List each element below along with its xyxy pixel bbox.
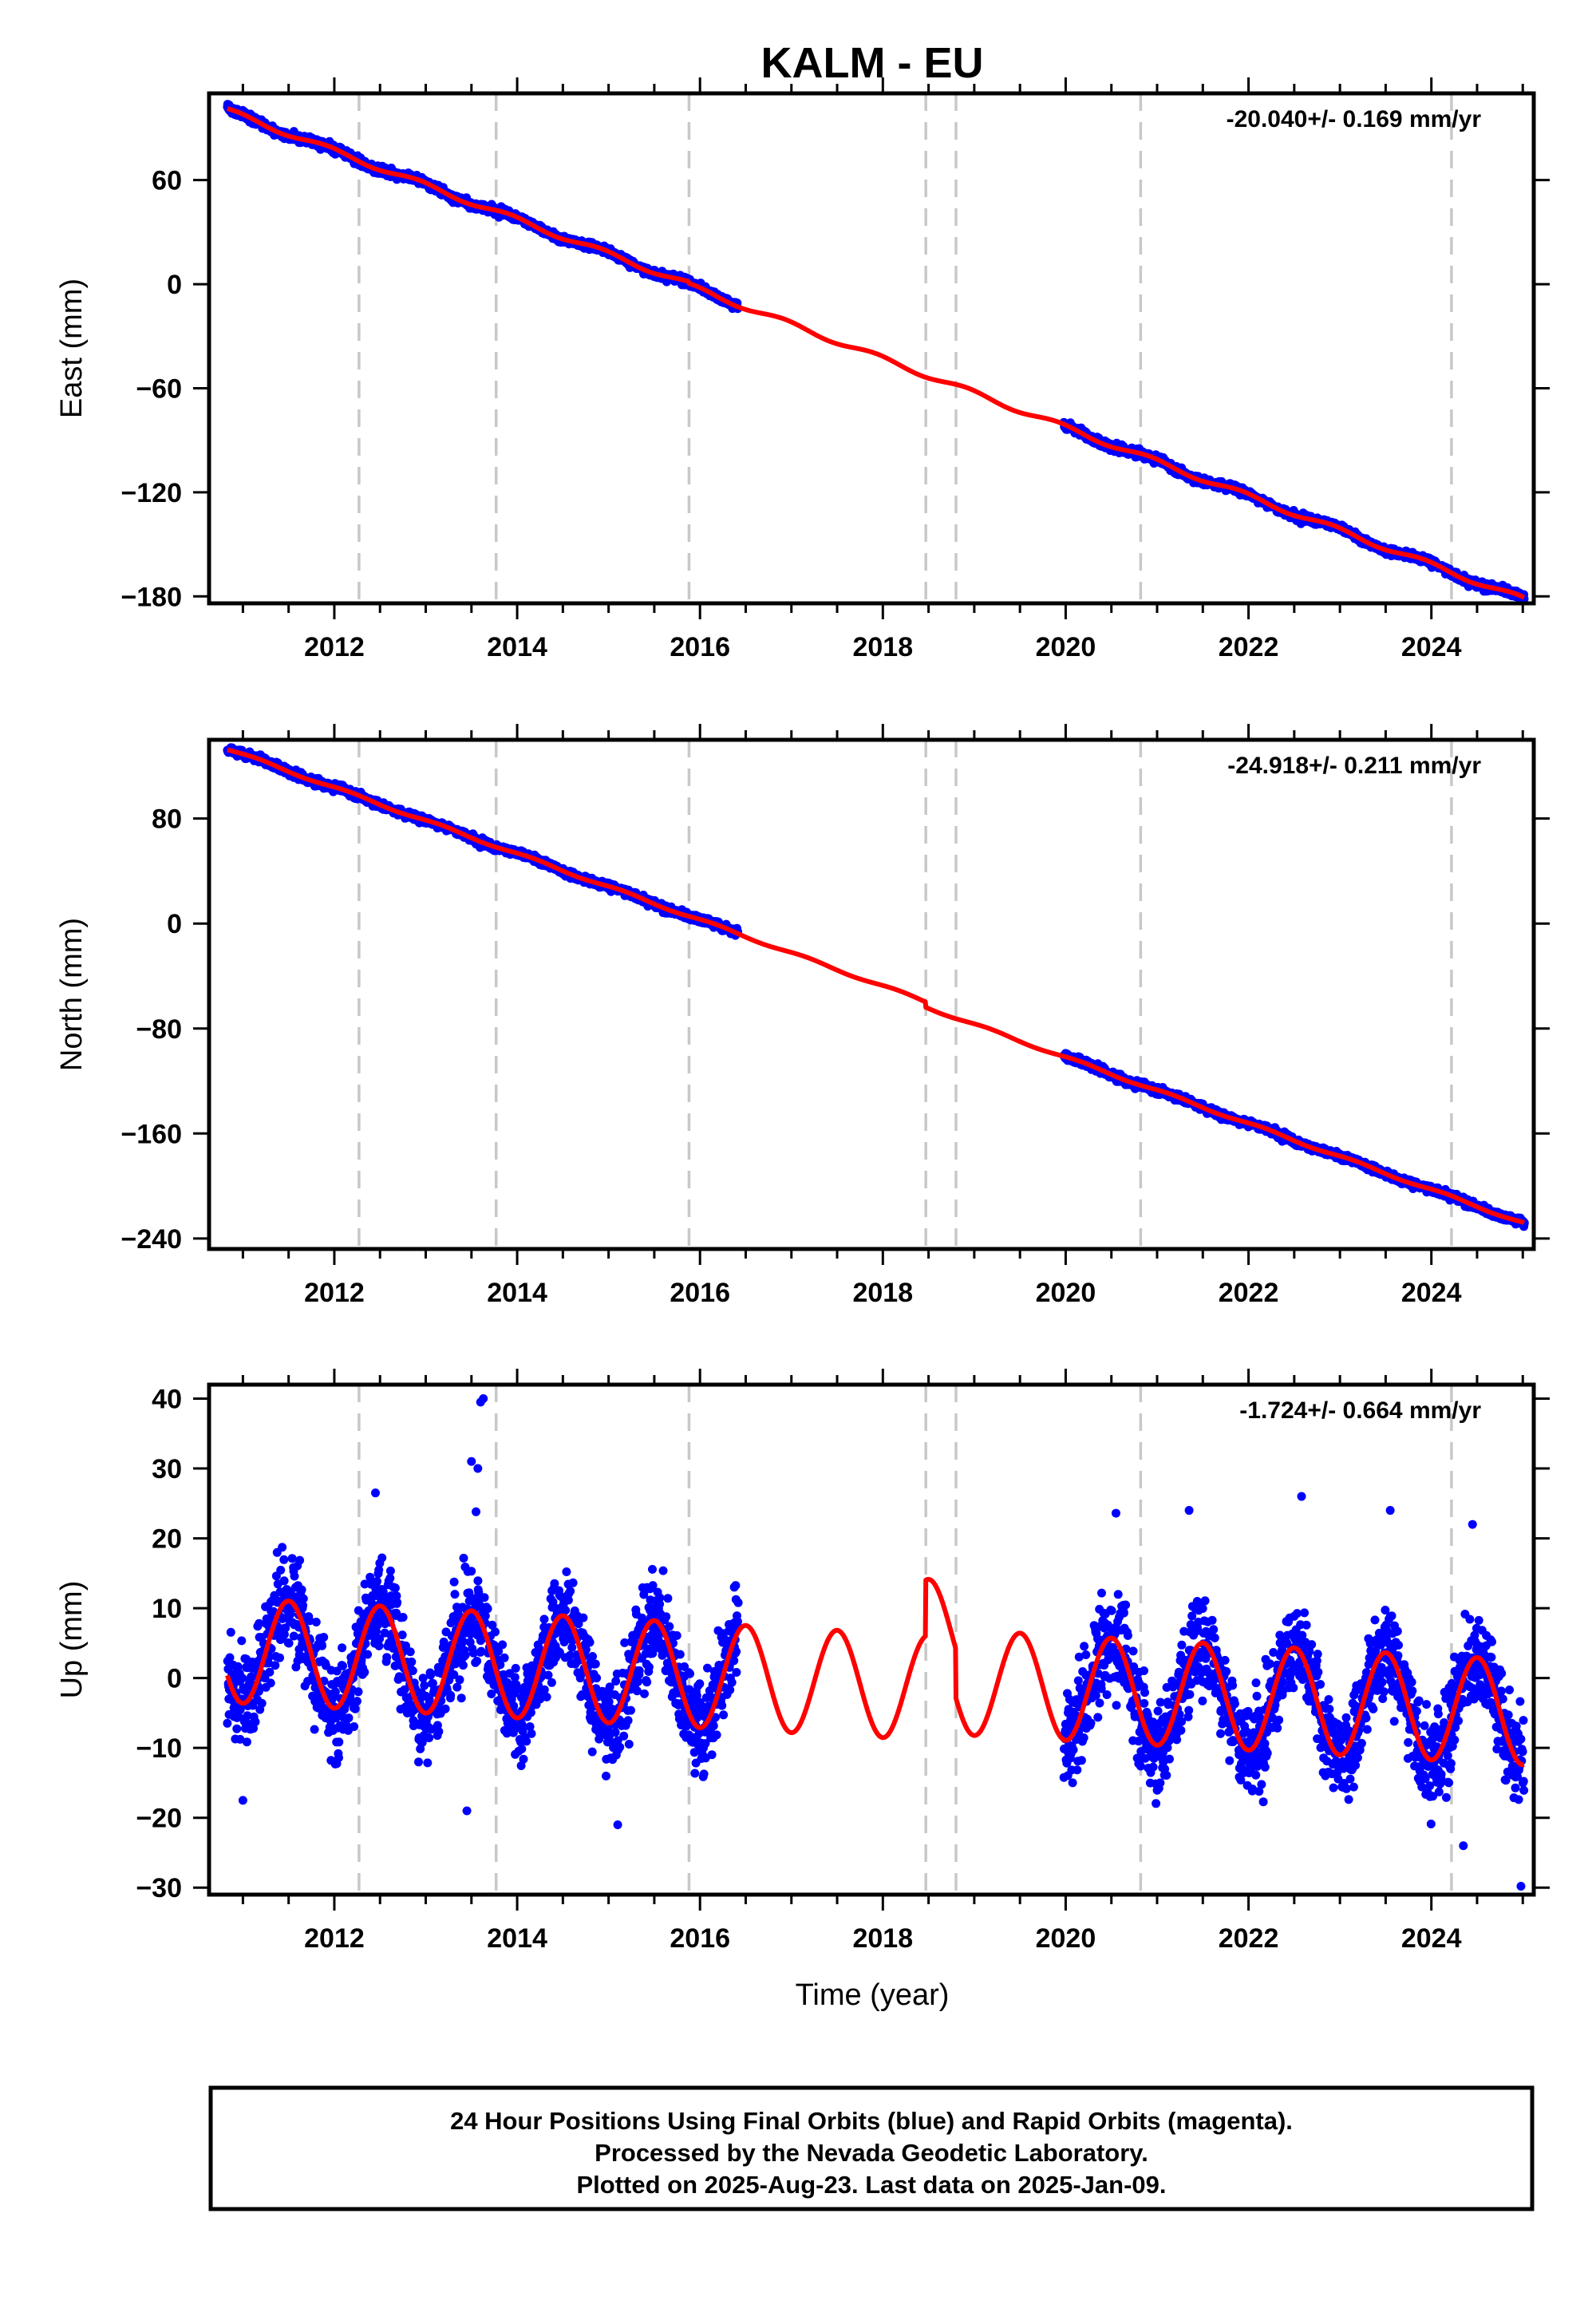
east-x-tick-label: 2018 — [852, 632, 913, 662]
east-panel: 2012 2014 2016 2018 2020 2022 2024 60 0 −60 −120 −1… — [55, 77, 1550, 662]
east-x-tick-label: 2020 — [1036, 632, 1096, 662]
east-x-tick-label: 2022 — [1219, 632, 1279, 662]
east-y-tick-label: 60 — [152, 166, 182, 196]
east-x-tick-label: 2012 — [304, 632, 365, 662]
east-rate-label: -20.040+/- 0.169 mm/yr — [1227, 106, 1482, 132]
east-y-tick-label: 0 — [167, 270, 182, 300]
east-x-tick-label: 2014 — [487, 632, 547, 662]
east-x-tick-label: 2024 — [1401, 632, 1462, 662]
east-y-tick-label: −180 — [120, 582, 182, 612]
north-plot-area — [223, 740, 1529, 1249]
east-model-curve — [225, 106, 1527, 600]
east-y-axis-label: East (mm) — [55, 279, 89, 418]
east-x-tick-label: 2016 — [670, 632, 730, 662]
east-y-tick-label: −120 — [120, 478, 182, 508]
east-y-tick-label: −60 — [136, 373, 182, 404]
figure-title: KALM - EU — [761, 39, 984, 87]
east-plot-area — [223, 93, 1529, 603]
north-panel: 2012 2014 2016 2018 2020 2022 2024800−80−160−2… — [55, 724, 1550, 1308]
